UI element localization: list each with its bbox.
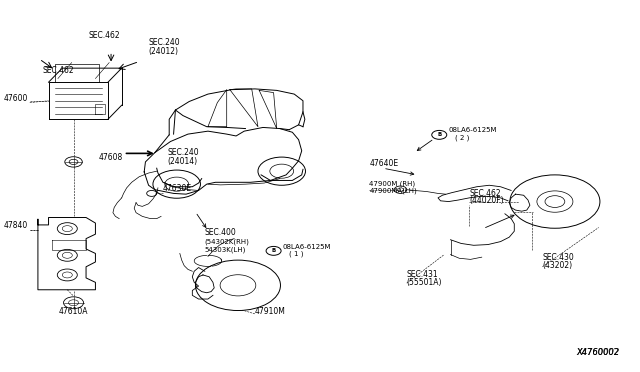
Text: B: B [437,132,442,137]
Text: (43202): (43202) [543,262,573,270]
Text: X4760002: X4760002 [576,348,620,357]
Text: SEC.462: SEC.462 [42,66,74,75]
Text: SEC.462: SEC.462 [469,189,501,198]
Text: 47608: 47608 [99,153,123,162]
Text: 47900MA(LH): 47900MA(LH) [369,187,417,194]
Text: 47840: 47840 [4,221,28,231]
Text: 08LA6-6125M: 08LA6-6125M [283,244,332,250]
Text: SEC.240: SEC.240 [148,38,180,47]
Text: ( 1 ): ( 1 ) [289,251,304,257]
Text: (55501A): (55501A) [407,278,442,287]
Text: 47600: 47600 [4,94,28,103]
Text: B: B [271,248,276,253]
Text: (44020F): (44020F) [469,196,504,205]
Text: SEC.462: SEC.462 [89,31,120,39]
Text: (24014): (24014) [167,157,198,166]
Text: SEC.430: SEC.430 [543,253,574,262]
Text: 47910M: 47910M [255,307,285,317]
Text: 08LA6-6125M: 08LA6-6125M [449,127,497,134]
Text: 47630E: 47630E [163,185,192,193]
Text: SEC.431: SEC.431 [407,270,438,279]
Text: 47640E: 47640E [369,159,398,168]
Text: (54302K(RH): (54302K(RH) [205,239,250,245]
Text: X4760002: X4760002 [577,348,620,357]
Text: ( 2 ): ( 2 ) [455,134,469,141]
Text: 47610A: 47610A [59,307,88,317]
Text: SEC.240: SEC.240 [167,148,199,157]
Text: SEC.400: SEC.400 [205,228,237,237]
Text: 54303K(LH): 54303K(LH) [205,246,246,253]
Text: 47900M (RH): 47900M (RH) [369,180,415,187]
Text: (24012): (24012) [148,47,179,56]
